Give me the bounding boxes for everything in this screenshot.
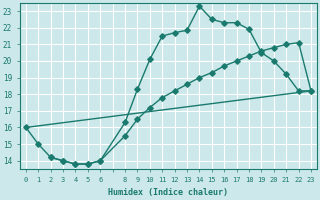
X-axis label: Humidex (Indice chaleur): Humidex (Indice chaleur): [108, 188, 228, 197]
